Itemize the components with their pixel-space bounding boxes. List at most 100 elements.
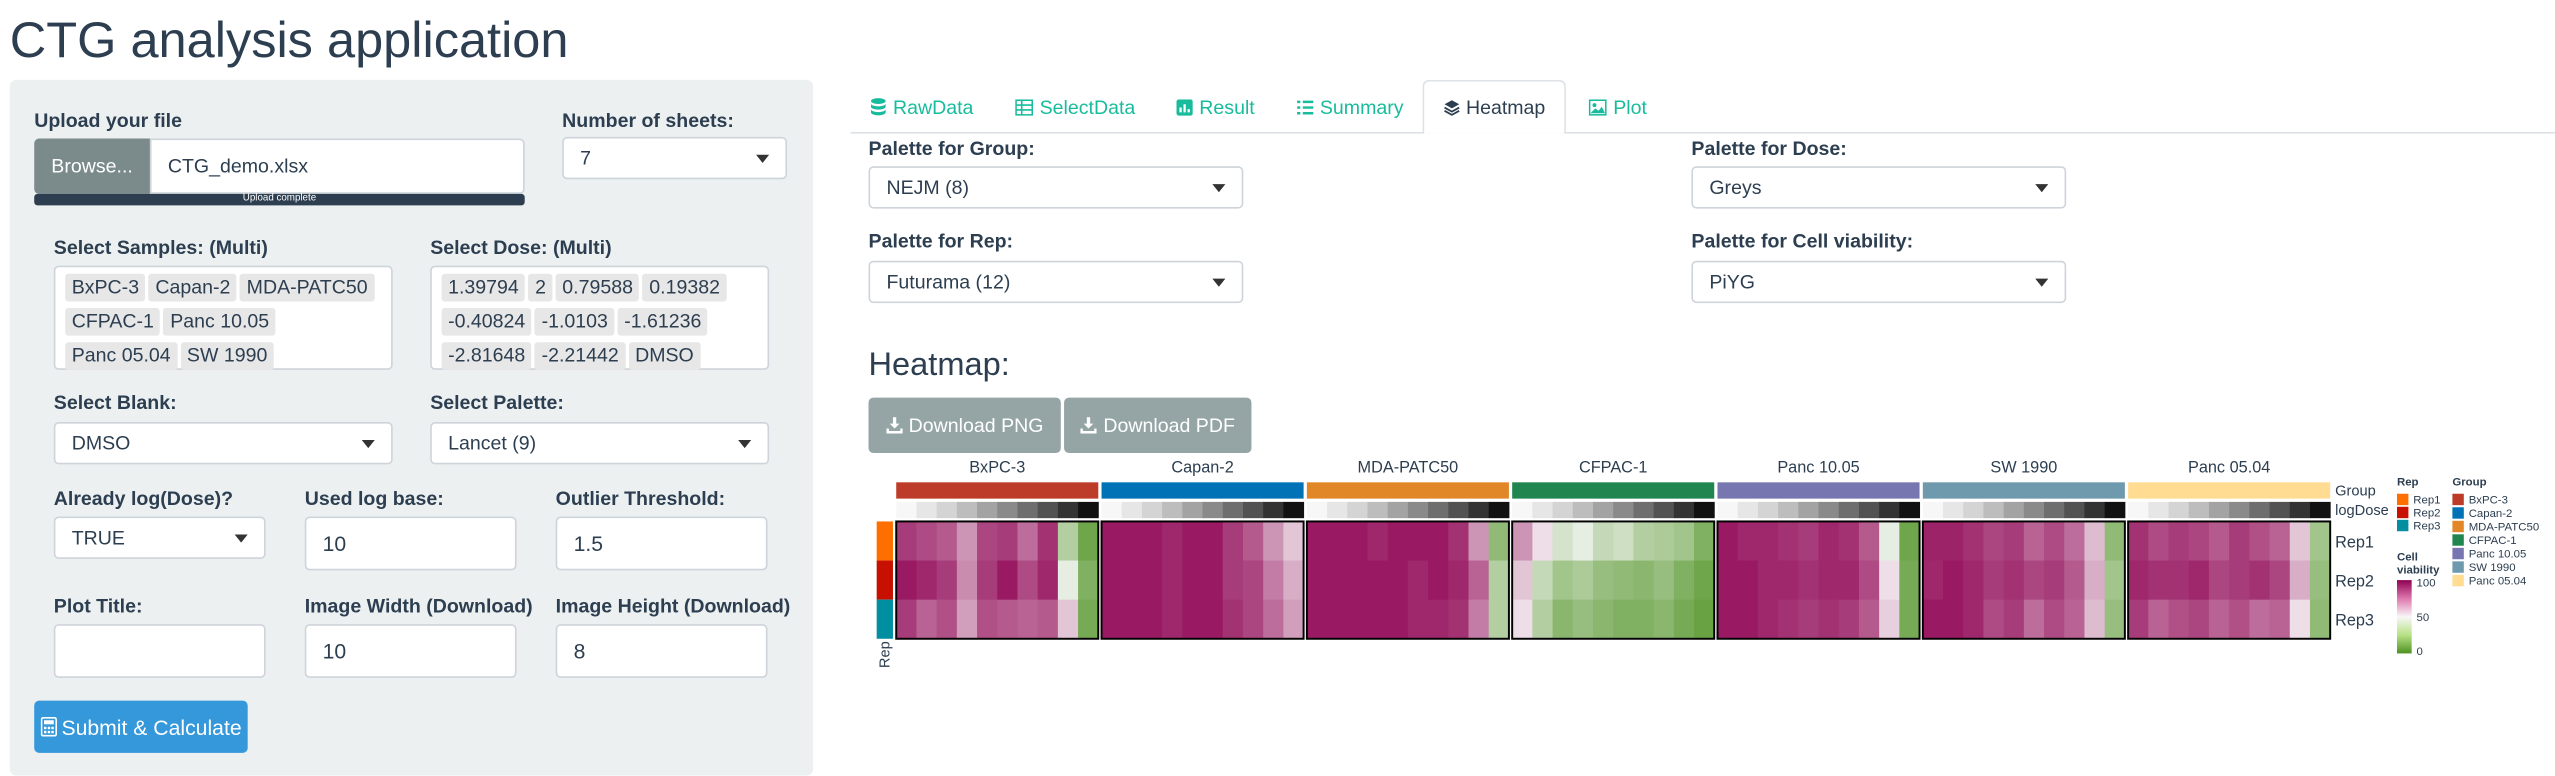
tab-plot[interactable]: Plot — [1588, 80, 1647, 134]
heatmap-cell — [1943, 560, 1964, 601]
heatmap-cell — [1798, 599, 1820, 640]
logbase-input[interactable]: 10 — [304, 516, 517, 571]
submit-button[interactable]: Submit & Calculate — [34, 700, 248, 753]
heatmap-cell — [936, 599, 958, 640]
samples-multiselect[interactable]: BxPC-3 Capan-2 MDA-PATC50 CFPAC-1 Panc 10.05… — [53, 265, 393, 370]
download-pdf-button[interactable]: Download PDF — [1064, 397, 1252, 454]
blank-select[interactable]: DMSO — [53, 422, 393, 465]
heatmap-cell — [2128, 560, 2149, 601]
sample-tag[interactable]: BxPC-3 — [65, 273, 146, 302]
plottitle-input[interactable] — [53, 624, 266, 678]
legend-group-swatch — [2452, 493, 2464, 506]
row-label: Rep3 — [2335, 612, 2374, 630]
pal-cv-label: Palette for Cell viability: — [1691, 229, 1914, 253]
dose-tag[interactable]: 1.39794 — [441, 273, 526, 302]
legend-rep-swatch — [2396, 493, 2409, 506]
heatmap-cell — [2188, 560, 2210, 601]
heatmap-cell — [1428, 599, 1449, 640]
sample-tag[interactable]: CFPAC-1 — [65, 307, 161, 336]
heatmap-cell — [1121, 599, 1143, 640]
tab-selectdata[interactable]: SelectData — [1015, 80, 1135, 134]
heatmap-cell — [1101, 599, 1123, 640]
dose-tag[interactable]: -2.81648 — [441, 342, 532, 370]
dose-tag[interactable]: -1.0103 — [535, 307, 615, 336]
dose-tag[interactable]: DMSO — [628, 342, 701, 370]
heatmap-cell — [2148, 599, 2170, 640]
dose-annotation-cell — [1488, 501, 1510, 519]
file-name-field[interactable]: CTG_demo.xlsx — [149, 138, 525, 194]
outlier-label: Outlier Threshold: — [555, 487, 726, 511]
pal-dose-select[interactable]: Greys — [1691, 166, 2067, 209]
heatmap-cell — [1202, 521, 1224, 562]
tab-result[interactable]: Result — [1176, 80, 1255, 134]
heatmap-cell — [1306, 521, 1328, 562]
heatmap-cell — [1532, 560, 1554, 601]
heatmap-cell — [1387, 560, 1409, 601]
dose-annotation-cell — [1037, 501, 1059, 519]
heatmap-cell — [1283, 560, 1305, 601]
legend-group-label: CFPAC-1 — [2469, 535, 2517, 547]
heatmap-cell — [1367, 560, 1389, 601]
dose-multiselect[interactable]: 1.39794 2 0.79588 0.19382 -0.40824 -1.0103 -1.… — [430, 265, 770, 370]
imgh-input[interactable]: 8 — [555, 624, 768, 678]
heatmap-cell — [1037, 521, 1059, 562]
heatmap-cell — [1818, 599, 1840, 640]
heatmap-cell — [1717, 521, 1739, 562]
logdose-select[interactable]: TRUE — [53, 516, 266, 559]
download-pdf-label: Download PDF — [1103, 413, 1235, 437]
dose-annotation-cell — [1017, 501, 1039, 519]
palette-select[interactable]: Lancet (9) — [430, 422, 770, 465]
outlier-input[interactable]: 1.5 — [555, 516, 768, 571]
pal-group-select[interactable]: NEJM (8) — [868, 166, 1244, 209]
heatmap-cell — [1717, 599, 1739, 640]
browse-button[interactable]: Browse... — [34, 138, 150, 194]
dose-tag[interactable]: 0.79588 — [555, 273, 640, 302]
dose-annotation-cell — [977, 501, 998, 519]
legend-rep-title: Rep — [2397, 477, 2419, 489]
pal-cv-select[interactable]: PiYG — [1691, 260, 2067, 304]
imgh-label: Image Height (Download) — [555, 594, 791, 618]
dose-annotation-cell — [2269, 501, 2291, 519]
pal-group-value: NEJM (8) — [886, 175, 970, 199]
dose-annotation-cell — [2003, 501, 2025, 519]
dose-tag[interactable]: -2.21442 — [535, 342, 626, 370]
tab-rawdata[interactable]: RawData — [870, 80, 973, 134]
dose-annotation-cell — [1222, 501, 1244, 519]
dose-tag[interactable]: 2 — [528, 273, 553, 302]
heatmap-cell — [2269, 560, 2291, 601]
sample-tag[interactable]: Panc 10.05 — [163, 307, 276, 336]
heatmap-cell — [1182, 521, 1204, 562]
sheets-select[interactable]: 7 — [562, 136, 788, 180]
sample-tag[interactable]: MDA-PATC50 — [240, 273, 375, 302]
heatmap-cell — [1428, 560, 1449, 601]
pal-dose-value: Greys — [1709, 175, 1762, 199]
imgw-input[interactable]: 10 — [304, 624, 517, 678]
sample-tag[interactable]: Panc 05.04 — [65, 342, 178, 370]
legend-rep-label: Rep3 — [2413, 521, 2440, 533]
heatmap-cell — [1367, 599, 1389, 640]
heatmap-cell — [1858, 560, 1880, 601]
heatmap-cell — [2104, 560, 2126, 601]
dose-annotation-cell — [896, 501, 917, 519]
tab-heatmap[interactable]: Heatmap — [1422, 79, 1566, 134]
sample-tag[interactable]: SW 1990 — [180, 342, 274, 370]
dose-tag[interactable]: -1.61236 — [617, 307, 708, 336]
tab-summary[interactable]: Summary — [1297, 80, 1404, 134]
dose-annotation-cell — [1283, 501, 1305, 519]
download-png-button[interactable]: Download PNG — [868, 397, 1061, 454]
pal-rep-select[interactable]: Futurama (12) — [868, 260, 1244, 304]
dose-tag[interactable]: 0.19382 — [642, 273, 727, 302]
dose-tag[interactable]: -0.40824 — [441, 307, 532, 336]
chevron-down-icon — [756, 153, 770, 163]
heatmap-cell — [2309, 521, 2331, 562]
dose-annotation-cell — [1592, 501, 1614, 519]
heatmap-cell — [1101, 521, 1123, 562]
submit-label: Submit & Calculate — [61, 714, 242, 739]
heatmap-cell — [1572, 560, 1594, 601]
heatmap-block-border — [1511, 520, 1716, 640]
legend-rep-swatch — [2396, 519, 2409, 532]
tab-heatmap-label: Heatmap — [1465, 96, 1546, 119]
heatmap-cell — [2064, 599, 2085, 640]
sample-tag[interactable]: Capan-2 — [148, 273, 237, 302]
database-icon — [870, 98, 886, 116]
